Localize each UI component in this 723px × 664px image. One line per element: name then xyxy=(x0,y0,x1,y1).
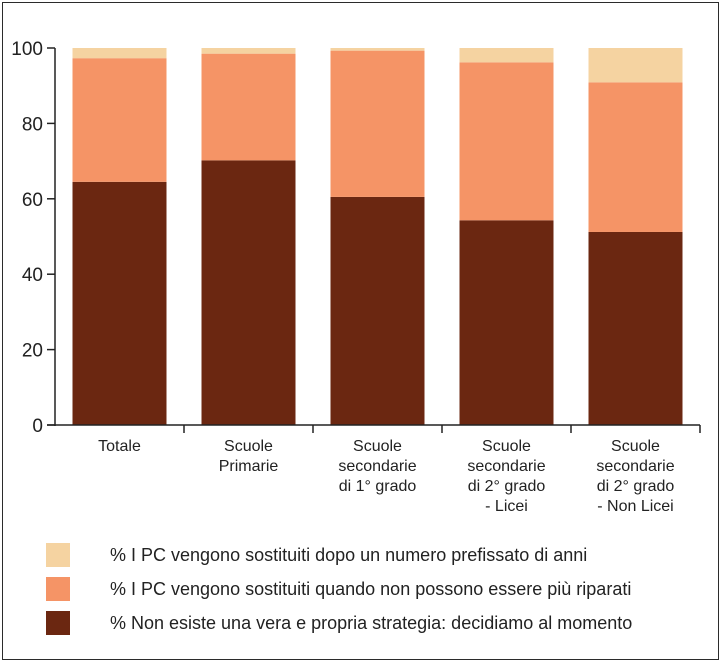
x-tick-label-line: di 2° grado xyxy=(468,478,546,495)
bar-segment-2-0 xyxy=(330,196,425,425)
x-tick-label-line: Scuole xyxy=(353,438,402,455)
bar-segment-2-1 xyxy=(330,50,425,197)
bar-segment-1-0 xyxy=(201,160,296,425)
legend-item-repair: % I PC vengono sostituiti quando non pos… xyxy=(46,572,632,606)
bar-segment-4-2 xyxy=(588,48,683,83)
y-tick-label-2: 40 xyxy=(22,265,43,286)
x-tick-label-4: Scuole secondarie di 2° grado - Non Licei xyxy=(596,438,674,515)
legend-label-no-strategy: % Non esiste una vera e propria strategi… xyxy=(110,612,633,633)
x-tick-label-line: Primarie xyxy=(219,458,279,475)
x-tick-label-line: Totale xyxy=(98,438,141,455)
y-tick-label-5: 100 xyxy=(11,39,43,60)
x-tick-label-3: Scuole secondarie di 2° grado - Licei xyxy=(467,438,545,515)
bar-segment-3-2 xyxy=(459,48,554,63)
legend-label-repair: % I PC vengono sostituiti quando non pos… xyxy=(110,578,632,599)
bar-segment-1-2 xyxy=(201,48,296,54)
bar-segment-0-1 xyxy=(72,58,167,182)
x-tick-label-2: Scuole secondarie di 1° grado xyxy=(338,438,416,495)
x-tick-label-0: Totale xyxy=(98,438,141,455)
bar-segment-4-1 xyxy=(588,82,683,232)
x-tick-label-line: - Non Licei xyxy=(597,498,673,515)
x-tick-label-line: Scuole xyxy=(611,438,660,455)
x-tick-label-1: Scuole Primarie xyxy=(219,438,279,475)
bar-segment-1-1 xyxy=(201,53,296,161)
x-tick-label-line: secondarie xyxy=(467,458,545,475)
bar-segment-3-1 xyxy=(459,62,554,221)
bar-segment-3-0 xyxy=(459,220,554,425)
x-tick-label-line: Scuole xyxy=(224,438,273,455)
legend-swatch-years xyxy=(46,543,70,567)
y-tick-label-0: 0 xyxy=(32,416,43,437)
x-tick-label-line: secondarie xyxy=(338,458,416,475)
x-tick-label-line: di 1° grado xyxy=(339,478,417,495)
x-tick-label-line: - Licei xyxy=(485,498,528,515)
bar-segment-4-0 xyxy=(588,231,683,425)
legend-swatch-no-strategy xyxy=(46,611,70,635)
legend-swatch-repair xyxy=(46,577,70,601)
x-tick-label-line: secondarie xyxy=(596,458,674,475)
legend-item-no-strategy: % Non esiste una vera e propria strategi… xyxy=(46,606,632,640)
y-tick-label-1: 20 xyxy=(22,341,43,362)
y-tick-label-4: 80 xyxy=(22,114,43,135)
y-tick-label-3: 60 xyxy=(22,190,43,211)
x-tick-label-line: Scuole xyxy=(482,438,531,455)
legend-item-years: % I PC vengono sostituiti dopo un numero… xyxy=(46,538,632,572)
bar-segment-2-2 xyxy=(330,48,425,51)
bar-segment-0-0 xyxy=(72,181,167,425)
legend-label-years: % I PC vengono sostituiti dopo un numero… xyxy=(110,544,588,565)
x-tick-label-line: di 2° grado xyxy=(597,478,675,495)
bar-segment-0-2 xyxy=(72,48,167,59)
legend: % I PC vengono sostituiti dopo un numero… xyxy=(46,538,632,640)
